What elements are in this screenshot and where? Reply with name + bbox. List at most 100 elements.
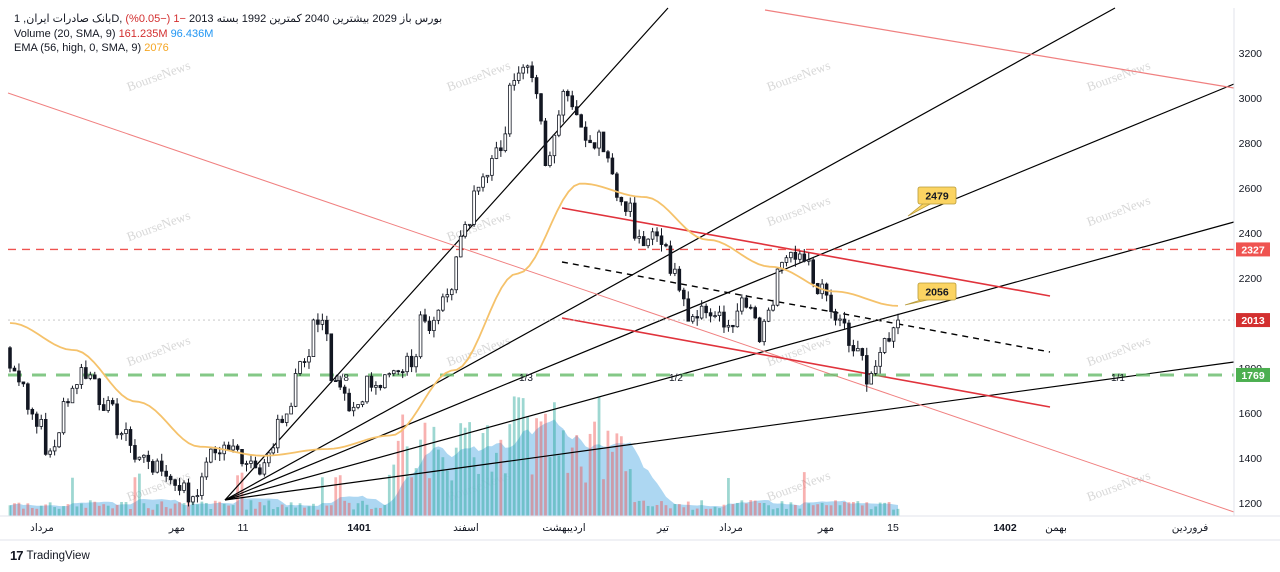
- channel-mid-line: [561, 261, 1051, 353]
- volume-bar: [602, 479, 605, 516]
- volume-bar: [227, 505, 231, 516]
- volume-bar: [57, 508, 61, 516]
- tradingview-logo[interactable]: 17 TradingView: [10, 548, 90, 563]
- ema-layer: [9, 182, 899, 457]
- volume-bar: [517, 397, 521, 516]
- candle-body: [307, 356, 311, 363]
- volume-bar: [414, 468, 418, 516]
- volume-bar: [325, 505, 329, 516]
- volume-bar: [294, 507, 297, 516]
- candle-body: [566, 90, 570, 97]
- callout-box[interactable]: [917, 282, 957, 301]
- candle-body: [659, 235, 664, 245]
- candle-body: [240, 449, 244, 465]
- downtrend-line: [7, 92, 1235, 513]
- candle-body: [481, 176, 485, 188]
- candle-body: [97, 378, 102, 405]
- candle-body: [525, 65, 530, 68]
- volume-bar: [570, 447, 574, 516]
- volume-bar: [526, 416, 530, 516]
- candle-body: [467, 223, 472, 226]
- candle-body: [427, 320, 432, 331]
- upper-trend-line: [764, 9, 1235, 89]
- candle-body: [128, 429, 133, 446]
- candle-body: [365, 375, 369, 403]
- volume-label[interactable]: Volume (20, SMA, 9): [14, 27, 116, 40]
- volume-bar: [441, 457, 445, 516]
- volume-bar: [160, 501, 164, 516]
- volume-bar: [312, 503, 315, 516]
- candle-body: [249, 460, 253, 464]
- channel-lower-line: [561, 317, 1051, 408]
- volume-bar: [106, 505, 110, 516]
- candle-body: [39, 419, 44, 427]
- symbol-title[interactable]: بانک صادرات ایران, 1D, بورس: [14, 13, 443, 25]
- candle-body: [472, 190, 476, 225]
- volume-bar: [370, 508, 373, 516]
- candle-body: [12, 367, 17, 372]
- volume-bar: [62, 506, 65, 516]
- volume-bar: [615, 433, 619, 516]
- candle-body: [673, 268, 677, 274]
- volume-bar: [633, 502, 637, 516]
- volume-bar: [807, 503, 811, 516]
- volume-bar: [851, 502, 855, 516]
- volume-bar: [13, 503, 16, 516]
- candle-body: [66, 401, 70, 404]
- candle-body: [619, 196, 624, 203]
- candle-body: [271, 447, 276, 454]
- price-axis[interactable]: 1200140016001800200022002400260028003000…: [1233, 8, 1270, 516]
- volume-bar: [303, 507, 306, 516]
- volume-bar: [709, 508, 712, 516]
- ema-label[interactable]: EMA (56, high, 0, SMA, 9): [14, 42, 142, 54]
- volume-bar: [597, 396, 601, 516]
- volume-bar: [71, 477, 74, 516]
- volume-bar: [847, 502, 851, 516]
- candle-body: [543, 120, 548, 166]
- volume-bar: [200, 501, 204, 516]
- candle-body: [43, 419, 48, 455]
- volume-bar: [802, 472, 806, 516]
- price-tick-label: 3200: [1239, 48, 1263, 60]
- candle-body: [646, 238, 650, 247]
- volume-bar: [365, 504, 369, 516]
- price-level-badge-label: 1769: [1241, 370, 1265, 382]
- candle-body: [289, 405, 293, 415]
- volume-bar: [428, 478, 431, 516]
- time-axis[interactable]: مرداد مهر 11 1401 اسفند اردیبهشت تیر مرداد مهر 15…: [0, 515, 1280, 541]
- candle-body: [592, 142, 597, 149]
- volume-bar: [789, 502, 793, 516]
- candle-body: [253, 460, 258, 469]
- volume-bar: [450, 480, 454, 516]
- candle-body: [244, 463, 249, 465]
- volume-bar: [423, 422, 427, 516]
- volume-bar: [713, 506, 717, 516]
- volume-bar: [276, 507, 280, 516]
- volume-bar: [75, 506, 79, 516]
- volume-bar: [530, 474, 534, 516]
- ema-row: EMA (56, high, 0, SMA, 9) 2076: [14, 41, 442, 56]
- volume-bar: [463, 427, 467, 516]
- watermark-text: BourseNews: [125, 207, 193, 244]
- price-tick-label: 2200: [1239, 273, 1263, 285]
- fan-ratio-label: 1/1: [1111, 373, 1125, 384]
- candle-body: [311, 319, 316, 357]
- fan-ratio-label: 1/3: [519, 373, 533, 384]
- watermark-text: BourseNews: [125, 57, 193, 94]
- volume-bar: [48, 502, 52, 516]
- volume-bar: [798, 508, 802, 516]
- volume-bar: [825, 505, 828, 516]
- candle-body: [699, 305, 704, 319]
- candle-body: [231, 445, 235, 451]
- volume-bar: [285, 507, 289, 516]
- volume-bar: [472, 457, 476, 516]
- candle-body: [329, 333, 334, 382]
- callout-box[interactable]: [917, 186, 957, 205]
- candle-body: [717, 311, 722, 317]
- candle-body: [601, 131, 606, 153]
- volume-bar: [196, 504, 199, 516]
- volume-bar: [133, 477, 137, 516]
- fan-ratio-label: 1/8: [335, 373, 349, 384]
- time-tick-label: اسفند: [453, 522, 479, 534]
